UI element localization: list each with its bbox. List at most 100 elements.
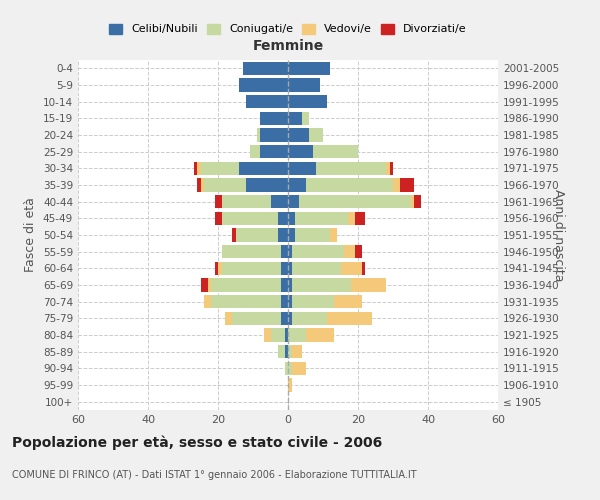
Bar: [208, 278, 211, 291]
Bar: [295, 212, 347, 225]
Bar: [260, 128, 288, 141]
Bar: [313, 145, 358, 158]
Bar: [197, 178, 200, 192]
Bar: [288, 95, 326, 108]
Bar: [239, 78, 288, 92]
Bar: [246, 95, 288, 108]
Bar: [204, 295, 211, 308]
Bar: [277, 345, 284, 358]
Bar: [400, 178, 414, 192]
Bar: [334, 295, 361, 308]
Bar: [288, 145, 313, 158]
Bar: [260, 112, 288, 125]
Bar: [197, 162, 200, 175]
Bar: [221, 245, 281, 258]
Text: COMUNE DI FRINCO (AT) - Dati ISTAT 1° gennaio 2006 - Elaborazione TUTTITALIA.IT: COMUNE DI FRINCO (AT) - Dati ISTAT 1° ge…: [12, 470, 416, 480]
Bar: [292, 362, 305, 375]
Bar: [288, 195, 299, 208]
Bar: [200, 178, 204, 192]
Bar: [288, 278, 292, 291]
Bar: [221, 195, 271, 208]
Bar: [386, 162, 389, 175]
Bar: [292, 245, 344, 258]
Bar: [284, 328, 288, 342]
Bar: [211, 278, 281, 291]
Bar: [299, 195, 410, 208]
Bar: [281, 312, 288, 325]
Bar: [246, 178, 288, 192]
Bar: [211, 295, 281, 308]
Bar: [232, 228, 235, 241]
Text: Femmine: Femmine: [253, 39, 323, 53]
Bar: [288, 262, 292, 275]
Bar: [292, 262, 341, 275]
Bar: [239, 162, 288, 175]
Bar: [326, 312, 372, 325]
Bar: [351, 278, 386, 291]
Bar: [277, 212, 288, 225]
Bar: [288, 128, 309, 141]
Bar: [257, 128, 260, 141]
Bar: [288, 295, 292, 308]
Bar: [288, 62, 330, 75]
Y-axis label: Fasce di età: Fasce di età: [25, 198, 37, 272]
Bar: [288, 178, 305, 192]
Bar: [355, 212, 365, 225]
Text: Popolazione per età, sesso e stato civile - 2006: Popolazione per età, sesso e stato civil…: [12, 435, 382, 450]
Bar: [281, 278, 288, 291]
Bar: [309, 128, 323, 141]
Bar: [292, 278, 351, 291]
Bar: [393, 178, 400, 192]
Bar: [305, 328, 334, 342]
Bar: [288, 312, 292, 325]
Bar: [341, 262, 361, 275]
Bar: [277, 228, 288, 241]
Bar: [316, 162, 386, 175]
Bar: [271, 328, 284, 342]
Bar: [221, 262, 281, 275]
Bar: [295, 228, 330, 241]
Bar: [389, 162, 393, 175]
Bar: [215, 195, 221, 208]
Bar: [281, 245, 288, 258]
Legend: Celibi/Nubili, Coniugati/e, Vedovi/e, Divorziati/e: Celibi/Nubili, Coniugati/e, Vedovi/e, Di…: [109, 24, 467, 34]
Bar: [292, 295, 334, 308]
Bar: [288, 362, 292, 375]
Bar: [200, 278, 208, 291]
Bar: [344, 245, 355, 258]
Bar: [288, 78, 320, 92]
Bar: [204, 178, 246, 192]
Bar: [347, 212, 355, 225]
Bar: [288, 162, 316, 175]
Bar: [288, 328, 305, 342]
Bar: [284, 345, 288, 358]
Bar: [292, 312, 326, 325]
Bar: [215, 262, 218, 275]
Bar: [361, 262, 365, 275]
Bar: [215, 212, 221, 225]
Bar: [288, 212, 295, 225]
Bar: [271, 195, 288, 208]
Bar: [225, 312, 232, 325]
Bar: [302, 112, 309, 125]
Bar: [242, 62, 288, 75]
Bar: [281, 262, 288, 275]
Bar: [281, 295, 288, 308]
Bar: [330, 228, 337, 241]
Bar: [305, 178, 393, 192]
Y-axis label: Anni di nascita: Anni di nascita: [552, 188, 565, 281]
Bar: [414, 195, 421, 208]
Bar: [288, 112, 302, 125]
Bar: [221, 212, 277, 225]
Bar: [218, 262, 221, 275]
Bar: [288, 378, 292, 392]
Bar: [250, 145, 260, 158]
Bar: [200, 162, 239, 175]
Bar: [288, 345, 292, 358]
Bar: [410, 195, 414, 208]
Bar: [235, 228, 277, 241]
Bar: [284, 362, 288, 375]
Bar: [288, 245, 292, 258]
Bar: [260, 145, 288, 158]
Bar: [232, 312, 281, 325]
